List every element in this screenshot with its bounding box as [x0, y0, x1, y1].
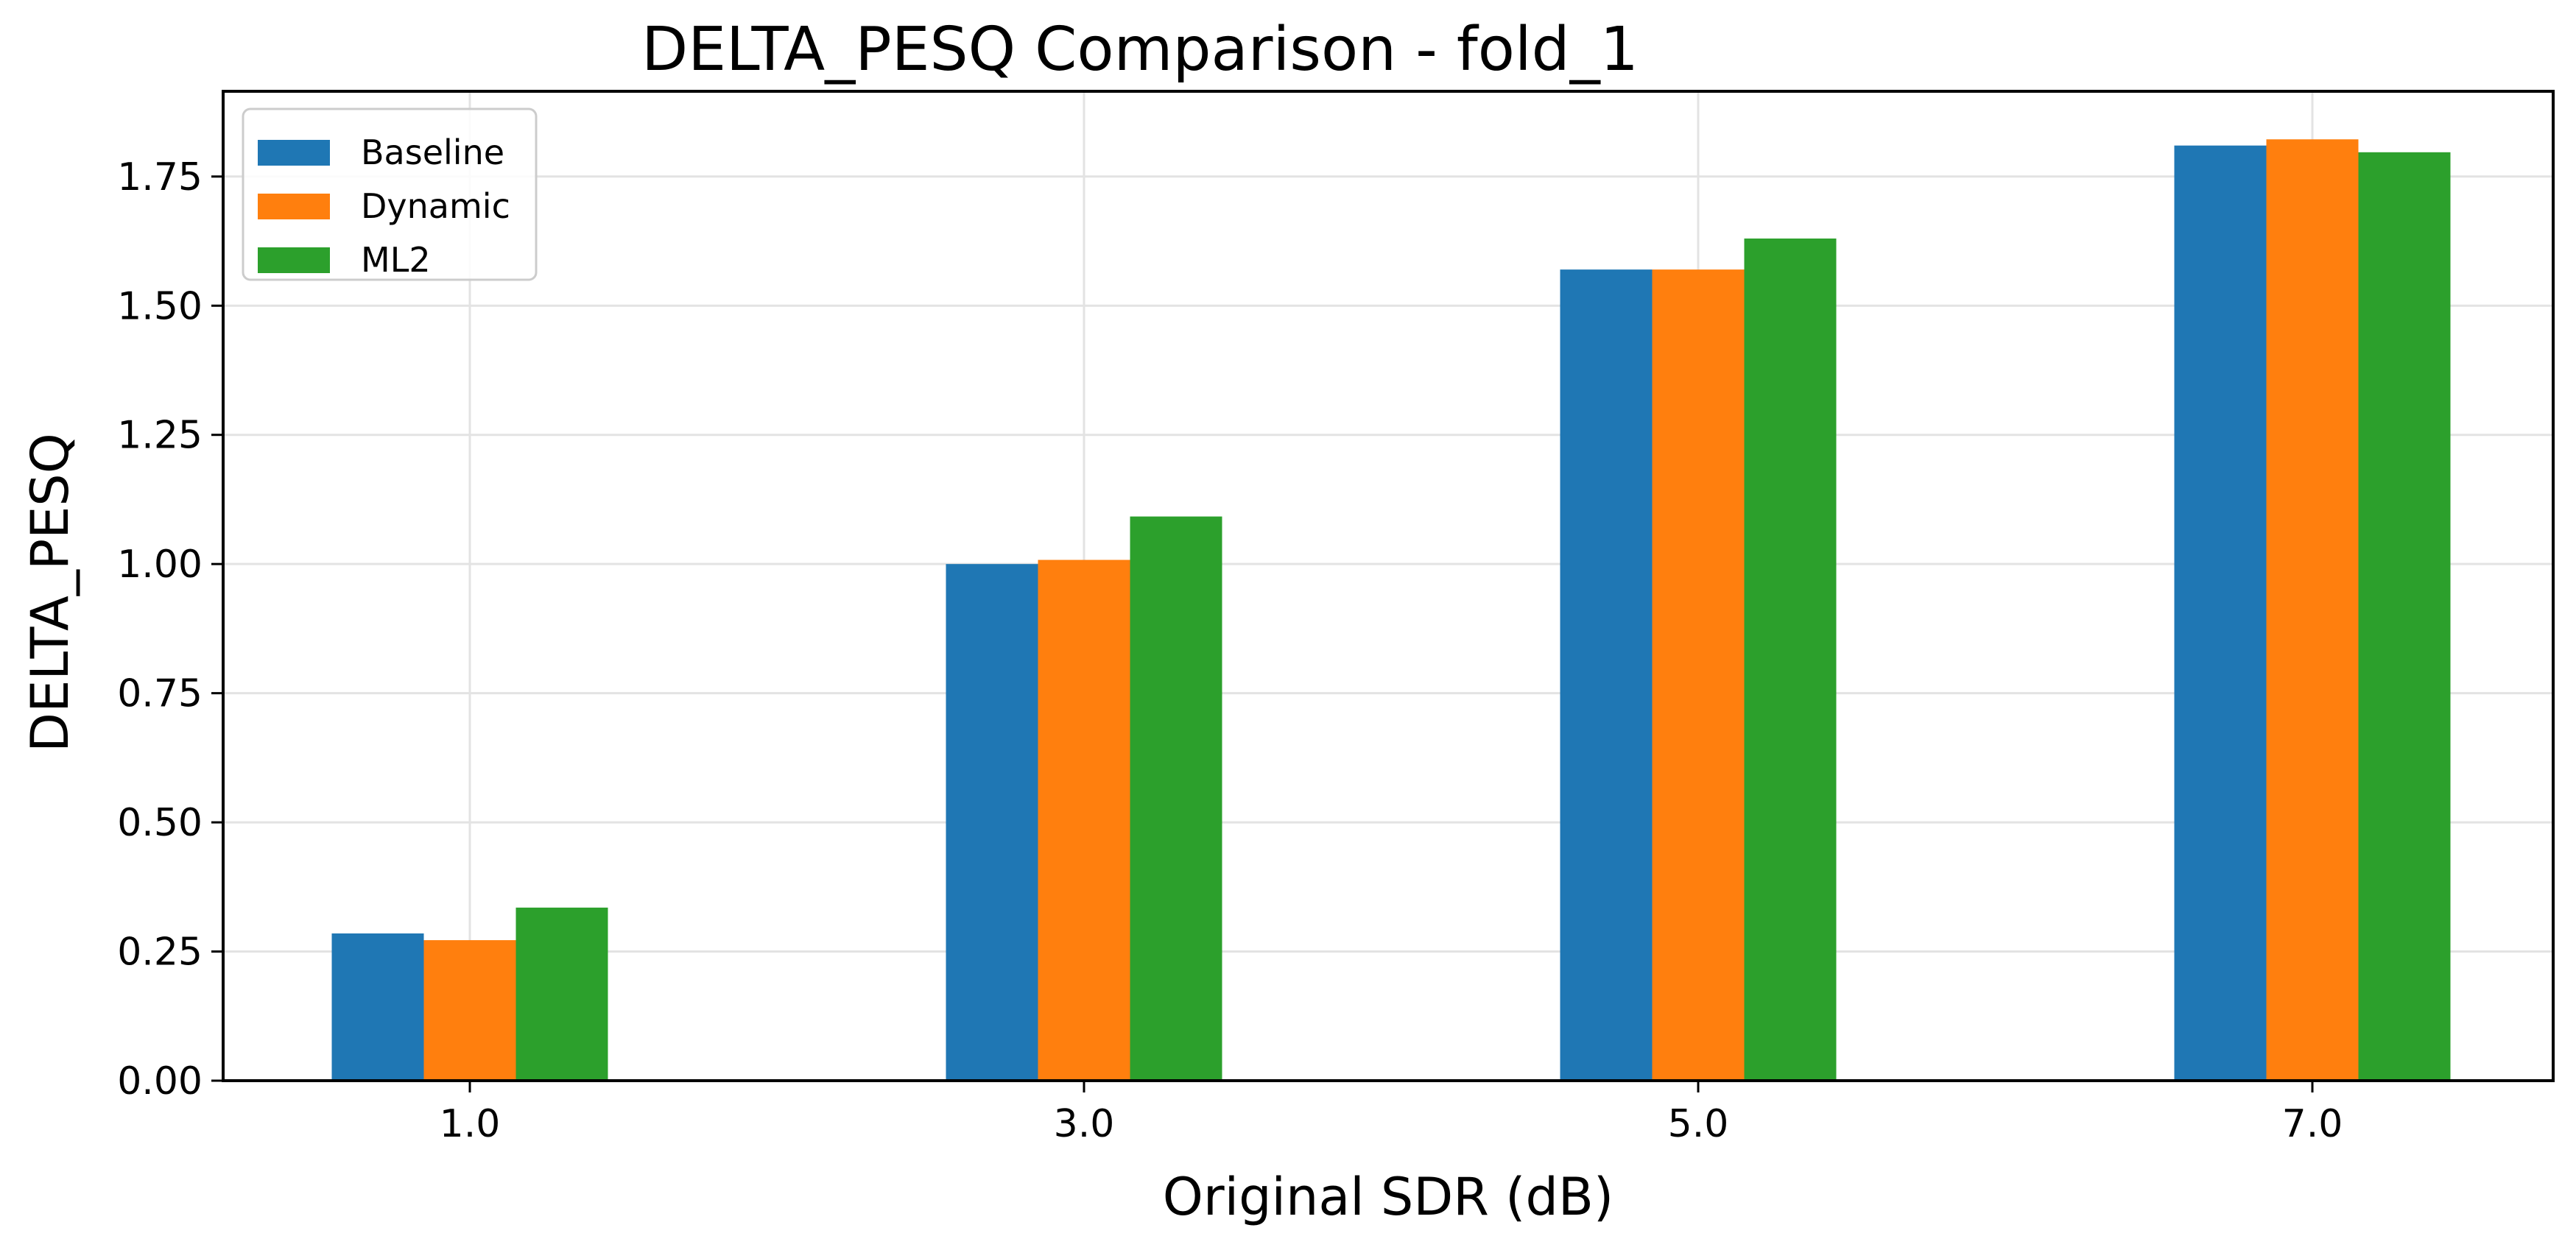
y-tick-label: 1.00: [117, 543, 203, 587]
chart-title: DELTA_PESQ Comparison - fold_1: [641, 15, 1639, 85]
y-axis-label: DELTA_PESQ: [20, 433, 80, 752]
bar-ml2-5.0: [1744, 239, 1837, 1081]
legend-label-ml2: ML2: [361, 240, 431, 280]
bar-ml2-7.0: [2358, 152, 2451, 1081]
bars: [331, 139, 2451, 1081]
x-tick-label: 7.0: [2282, 1102, 2343, 1146]
bar-baseline-1.0: [331, 933, 424, 1081]
x-tick-label: 1.0: [440, 1102, 501, 1146]
y-tick-label: 0.50: [117, 801, 203, 845]
legend-swatch-dynamic: [258, 194, 330, 219]
y-tick-label: 0.00: [117, 1059, 203, 1104]
bar-baseline-5.0: [1560, 269, 1653, 1081]
bar-dynamic-3.0: [1038, 559, 1130, 1081]
bar-dynamic-5.0: [1652, 269, 1745, 1081]
bar-ml2-1.0: [515, 907, 608, 1081]
legend: Baseline Dynamic ML2: [242, 107, 538, 281]
legend-label-baseline: Baseline: [361, 133, 504, 172]
bar-baseline-3.0: [946, 564, 1038, 1081]
x-tick-label: 3.0: [1054, 1102, 1115, 1146]
bar-dynamic-1.0: [423, 940, 516, 1081]
y-tick-label: 0.75: [117, 672, 203, 716]
y-tick-label: 1.25: [117, 414, 203, 458]
y-tick-label: 0.25: [117, 931, 203, 975]
y-tick-label: 1.50: [117, 284, 203, 328]
y-tick-label: 1.75: [117, 155, 203, 199]
ticks: 0.00 0.25 0.50 0.75 1.00 1.25 1.50 1.75 1.0 3.0 5.…: [117, 155, 2343, 1146]
bar-dynamic-7.0: [2266, 139, 2359, 1081]
bar-ml2-3.0: [1130, 516, 1222, 1081]
legend-swatch-baseline: [258, 140, 330, 166]
legend-label-dynamic: Dynamic: [361, 186, 510, 226]
bar-baseline-7.0: [2174, 145, 2267, 1081]
x-tick-label: 5.0: [1668, 1102, 1729, 1146]
plot-frame: [222, 90, 2555, 1082]
legend-swatch-ml2: [258, 247, 330, 273]
x-axis-label: Original SDR (dB): [1163, 1167, 1613, 1227]
